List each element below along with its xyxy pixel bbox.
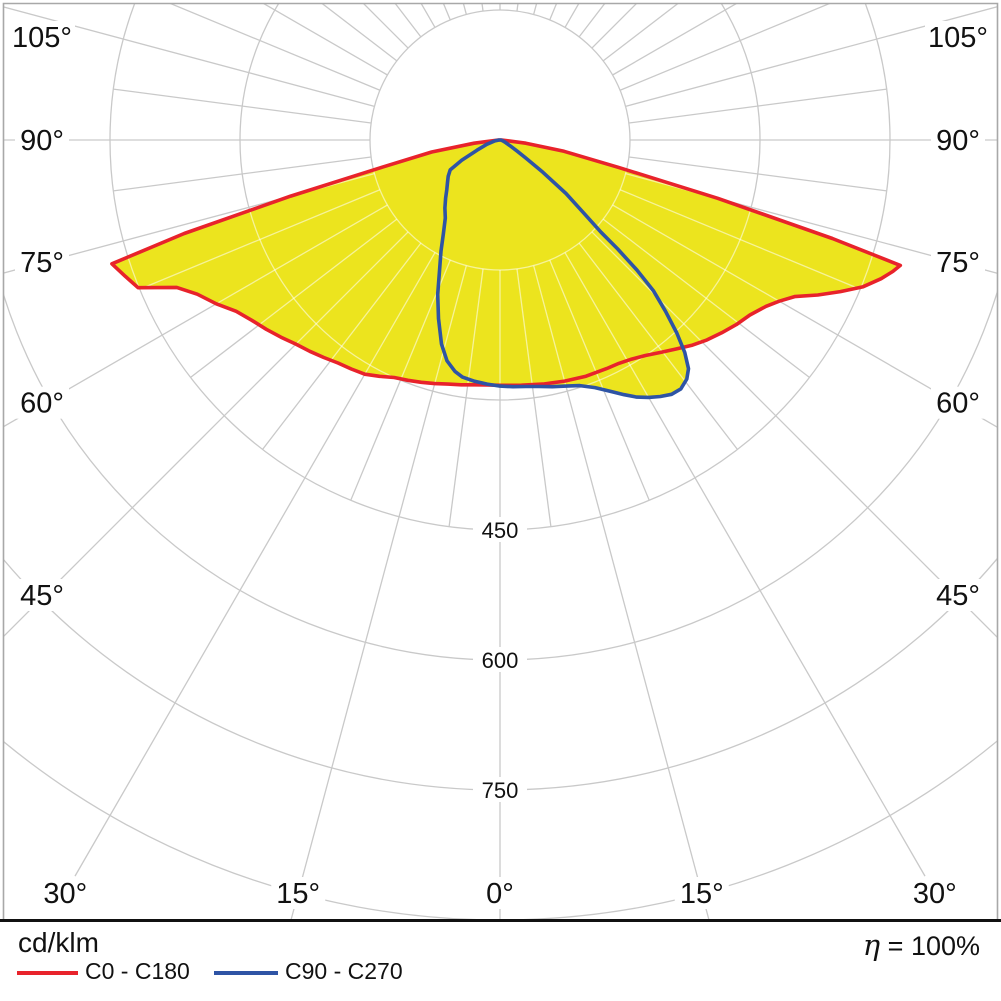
angle-label: 45° bbox=[936, 580, 980, 612]
legend-line-c90-c270 bbox=[214, 971, 278, 975]
grid-ray-major bbox=[279, 265, 467, 398]
grid-ray-major bbox=[612, 204, 901, 398]
angle-label-halo bbox=[674, 877, 729, 909]
grid-ray-fine bbox=[191, 0, 397, 61]
angle-label-halo bbox=[15, 386, 69, 419]
grid-ray-fine bbox=[628, 88, 887, 124]
angle-label-halo bbox=[931, 124, 985, 156]
plot-frame bbox=[2, 2, 999, 920]
angle-label-halo bbox=[15, 245, 69, 278]
grid-ray-fine bbox=[549, 259, 650, 398]
angle-label: 90° bbox=[20, 125, 64, 157]
grid-ray-fine bbox=[113, 156, 372, 192]
angle-label-halo bbox=[925, 21, 991, 53]
ring-label-halo bbox=[473, 647, 527, 672]
eta-rest: = 100% bbox=[880, 931, 980, 961]
grid-ray-fine bbox=[481, 4, 484, 12]
curve-c90-c270 bbox=[435, 138, 691, 400]
grid-ray-major bbox=[263, 4, 388, 76]
grid-ray-fine bbox=[619, 4, 831, 91]
legend-separator-line bbox=[0, 919, 1001, 922]
angle-label: 105° bbox=[12, 22, 72, 54]
angle-label: 45° bbox=[20, 580, 64, 612]
angle-label: 30° bbox=[913, 878, 957, 910]
plot-area: 450 600 750 105° 105° 90° 90° 75° 75° 60° 60° 45° 45… bbox=[4, 0, 997, 919]
grid-ray-major bbox=[591, 231, 901, 398]
angle-label-halo bbox=[15, 124, 69, 156]
grid-ray-major bbox=[111, 204, 388, 398]
ring-label: 450 bbox=[482, 518, 519, 543]
grid-ray-major bbox=[111, 252, 436, 398]
ring-label: 600 bbox=[482, 648, 519, 673]
grid-ray-fine bbox=[449, 0, 483, 11]
grid-ray-major bbox=[4, 6, 375, 107]
ring-label-halo bbox=[473, 517, 527, 542]
efficiency-value: η = 100% bbox=[863, 928, 980, 962]
grid-ray-fine bbox=[321, 4, 398, 62]
grid-ray-fine bbox=[448, 268, 484, 398]
intensity-fill bbox=[111, 140, 901, 398]
angle-label-halo bbox=[473, 877, 527, 909]
grid-ray-fine bbox=[169, 4, 381, 91]
grid-ray-fine bbox=[113, 88, 372, 124]
grid-ray-major bbox=[111, 231, 409, 398]
angle-label: 0° bbox=[486, 878, 514, 910]
angle-label-halo bbox=[931, 579, 985, 611]
grid-ray-fine bbox=[516, 4, 519, 12]
grid-ray-fine bbox=[517, 0, 551, 11]
grid-ray-fine bbox=[603, 0, 809, 61]
grid-ray-fine bbox=[140, 0, 380, 90]
angle-label: 60° bbox=[936, 388, 980, 420]
grid-ray-fine bbox=[578, 242, 738, 398]
angle-label: 30° bbox=[43, 878, 87, 910]
angle-label: 105° bbox=[928, 22, 988, 54]
ring-label: 750 bbox=[482, 778, 519, 803]
angle-label-halo bbox=[38, 877, 93, 909]
angle-label: 90° bbox=[936, 125, 980, 157]
grid-ray-fine bbox=[619, 189, 861, 290]
angle-label: 15° bbox=[680, 878, 724, 910]
angle-label-halo bbox=[271, 877, 326, 909]
unit-label: cd/klm bbox=[18, 927, 99, 958]
grid-ray-fine bbox=[620, 0, 860, 90]
polar-chart: 450 600 750 105° 105° 90° 90° 75° 75° 60° 60° 45° 45… bbox=[2, 0, 999, 920]
legend-line-c0-c180 bbox=[17, 971, 78, 975]
grid-ray-major bbox=[564, 252, 901, 398]
angle-label: 15° bbox=[276, 878, 320, 910]
ring-label-halo bbox=[473, 777, 527, 802]
angle-labels: 105° 105° 90° 90° 75° 75° 60° 60° 45° 45° 30° 15° 0°… bbox=[9, 21, 991, 910]
angle-label-halo bbox=[907, 877, 962, 909]
grid-ray-fine bbox=[516, 268, 552, 398]
grid-ray-fine bbox=[628, 156, 887, 192]
angle-label: 75° bbox=[20, 247, 64, 279]
angle-label-halo bbox=[931, 245, 985, 278]
eta-symbol: η bbox=[862, 928, 881, 962]
grid-ray-fine bbox=[262, 242, 422, 398]
legend-label-c0-c180: C0 - C180 bbox=[85, 958, 190, 984]
grid-ray-fine bbox=[602, 4, 679, 62]
legend-label-c90-c270: C90 - C270 bbox=[285, 958, 403, 984]
angle-label-halo bbox=[15, 579, 69, 611]
grid-ray-major bbox=[612, 4, 737, 76]
angle-label: 75° bbox=[936, 247, 980, 279]
grid-ray-major bbox=[625, 6, 997, 107]
angle-label-halo bbox=[931, 386, 985, 419]
angle-label: 60° bbox=[20, 388, 64, 420]
angle-label-halo bbox=[9, 21, 75, 53]
grid-ray-fine bbox=[139, 189, 381, 290]
ring-labels: 450 600 750 bbox=[473, 517, 527, 803]
